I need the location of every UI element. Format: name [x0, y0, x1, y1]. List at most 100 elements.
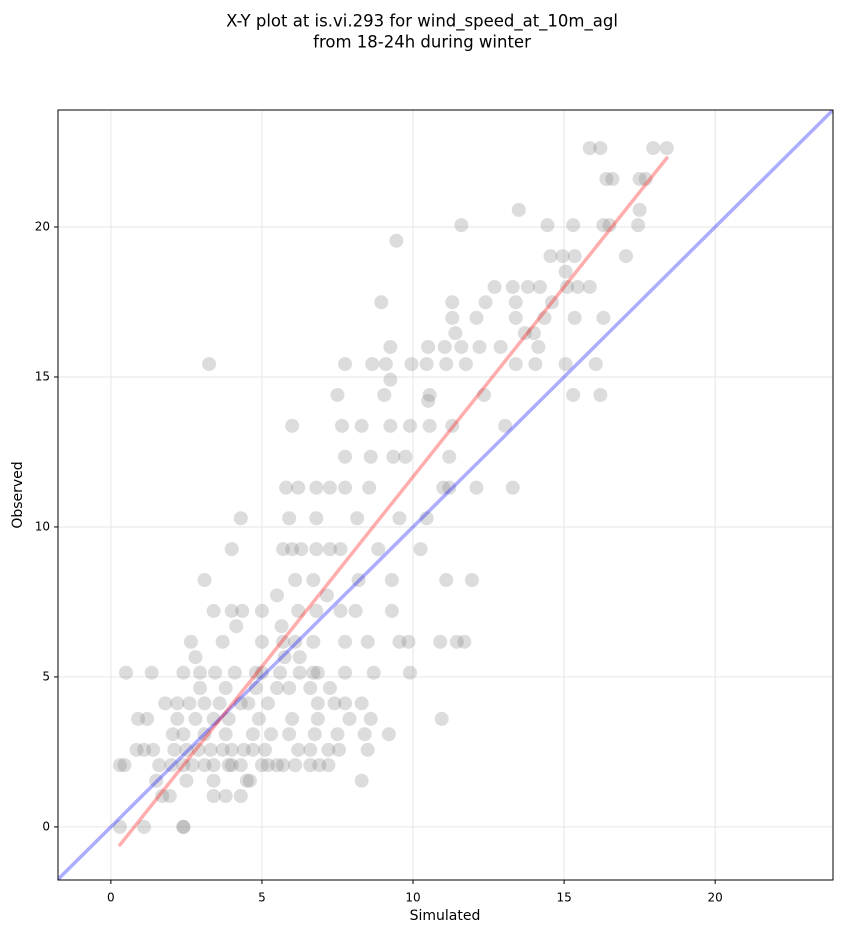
scatter-point	[338, 696, 353, 711]
scatter-point	[233, 758, 248, 773]
scatter-point	[505, 279, 520, 294]
scatter-point	[176, 819, 191, 834]
scatter-point	[439, 357, 454, 372]
scatter-point	[208, 665, 223, 680]
scatter-point	[454, 339, 469, 354]
scatter-point	[241, 696, 256, 711]
scatter-point	[193, 665, 208, 680]
y-tick-label: 0	[42, 819, 50, 833]
scatter-point	[365, 357, 380, 372]
scatter-point	[149, 773, 164, 788]
scatter-point	[398, 449, 413, 464]
scatter-point	[434, 711, 449, 726]
scatter-point	[508, 310, 523, 325]
scatter-point	[179, 773, 194, 788]
scatter-point	[182, 696, 197, 711]
scatter-point	[227, 665, 242, 680]
scatter-point	[619, 249, 634, 264]
scatter-point	[291, 603, 306, 618]
scatter-point	[144, 665, 159, 680]
scatter-point	[558, 264, 573, 279]
chart-title: X-Y plot at is.vi.293 for wind_speed_at_…	[226, 12, 618, 32]
scatter-point	[508, 295, 523, 310]
plot-frame	[57, 109, 834, 881]
scatter-point	[170, 711, 185, 726]
scatter-point	[197, 696, 212, 711]
scatter-point	[285, 711, 300, 726]
scatter-point	[155, 789, 170, 804]
scatter-point	[383, 418, 398, 433]
scatter-point	[188, 711, 203, 726]
scatter-point	[312, 758, 327, 773]
scatter-point	[206, 789, 221, 804]
scatter-point	[242, 773, 257, 788]
scatter-point	[389, 233, 404, 248]
scatter-point	[117, 758, 132, 773]
scatter-point	[588, 357, 603, 372]
scatter-point	[354, 418, 369, 433]
scatter-point	[458, 357, 473, 372]
scatter-point	[131, 711, 146, 726]
scatter-point	[279, 480, 294, 495]
scatter-point	[239, 773, 254, 788]
scatter-point	[520, 279, 535, 294]
scatter-point	[206, 758, 221, 773]
y-tick-label: 10	[35, 519, 50, 533]
scatter-point	[422, 387, 437, 402]
grid	[58, 110, 833, 880]
scatter-point	[152, 758, 167, 773]
scatter-point	[251, 711, 266, 726]
scatter-point	[602, 218, 617, 233]
scatter-point	[270, 588, 285, 603]
scatter-point	[137, 742, 152, 757]
scatter-point	[197, 758, 212, 773]
scatter-point	[330, 727, 345, 742]
scatter-point	[540, 218, 555, 233]
x-tick-label: 10	[405, 891, 420, 905]
scatter-point	[505, 480, 520, 495]
scatter-point	[469, 310, 484, 325]
scatter-point	[560, 279, 575, 294]
scatter-point	[276, 634, 291, 649]
scatter-point	[638, 171, 653, 186]
scatter-point	[333, 603, 348, 618]
scatter-point	[439, 573, 454, 588]
scatter-point	[457, 634, 472, 649]
scatter-point	[596, 218, 611, 233]
scatter-point	[354, 773, 369, 788]
scatter-point	[322, 681, 337, 696]
scatter-point	[193, 681, 208, 696]
scatter-point	[433, 634, 448, 649]
scatter-point	[303, 742, 318, 757]
scatter-point	[206, 603, 221, 618]
scatter-point	[218, 789, 233, 804]
scatter-point	[537, 310, 552, 325]
scatter-point	[215, 742, 230, 757]
scatter-point	[224, 603, 239, 618]
scatter-point	[179, 742, 194, 757]
scatter-point	[291, 742, 306, 757]
scatter-point	[185, 758, 200, 773]
scatter-point	[532, 279, 547, 294]
scatter-point	[309, 480, 324, 495]
scatter-point	[333, 542, 348, 557]
scatter-point	[248, 665, 263, 680]
scatter-point	[288, 573, 303, 588]
scatter-point	[176, 758, 191, 773]
scatter-point	[570, 279, 585, 294]
scatter-point	[306, 665, 321, 680]
scatter-point	[477, 387, 492, 402]
scatter-point	[309, 542, 324, 557]
scatter-point	[233, 789, 248, 804]
scatter-point	[260, 696, 275, 711]
scatter-point	[338, 480, 353, 495]
scatter-point	[413, 542, 428, 557]
scatter-point	[350, 511, 365, 526]
reference-line	[58, 110, 833, 880]
x-tick-label: 5	[258, 891, 266, 905]
scatter-point	[112, 819, 127, 834]
scatter-point	[528, 357, 543, 372]
scatter-point	[285, 418, 300, 433]
scatter-point	[378, 357, 393, 372]
